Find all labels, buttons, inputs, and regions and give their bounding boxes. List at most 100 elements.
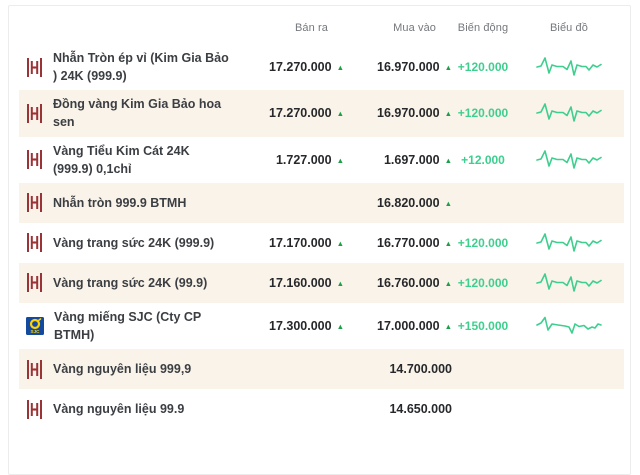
gold-price-table: Bán ra Mua vào Biến động Biểu đồ <box>8 5 631 475</box>
buy-up-icon: ▲ <box>444 63 452 73</box>
sparkline-path <box>536 232 602 252</box>
buy-value: 17.000.000 <box>377 318 440 333</box>
column-header-chart: Biểu đồ <box>549 22 588 34</box>
product-name: Vàng trang sức 24K (99.9) <box>53 275 208 290</box>
product-name: Vàng Tiểu Kim Cát 24K (999.9) 0,1chỉ <box>53 143 190 176</box>
sparkline-chart-icon <box>536 103 602 123</box>
sell-value: 17.170.000 <box>269 235 332 250</box>
buy-value: 14.700.000 <box>389 362 452 376</box>
chart-cell <box>514 54 624 80</box>
product-name: Vàng nguyên liệu 99.9 <box>53 401 185 416</box>
column-header-sell: Bán ra <box>294 22 328 34</box>
table-row[interactable]: Vàng trang sức 24K (999.9) 17.170.000 ▲ 1… <box>19 223 624 263</box>
change-value: +150.000 <box>457 318 509 333</box>
table-row[interactable]: Vàng Tiểu Kim Cát 24K (999.9) 0,1chỉ 1.7… <box>19 137 624 183</box>
sparkline-path <box>536 103 602 123</box>
sell-value: 17.160.000 <box>269 275 332 290</box>
logo-box <box>26 272 43 293</box>
buy-price-cell: 16.820.000 ▲ <box>344 196 452 210</box>
change-value: +12.000 <box>461 152 505 167</box>
buy-value: 1.697.000 <box>383 152 440 167</box>
logo-box <box>26 399 43 420</box>
sell-value: 17.300.000 <box>269 318 332 333</box>
table-row[interactable]: Nhẫn Tròn ép vỉ (Kim Gia Bảo ) 24K (999.… <box>19 44 624 90</box>
product-cell: Đồng vàng Kim Gia Bảo hoa sen <box>19 95 244 131</box>
table-row[interactable]: Nhẫn tròn 999.9 BTMH 16.820.000 ▲ <box>19 182 624 223</box>
product-cell: Nhẫn Tròn ép vỉ (Kim Gia Bảo ) 24K (999.… <box>19 49 244 85</box>
sjc-logo-icon: SJC <box>26 316 44 335</box>
sell-value: 17.270.000 <box>269 106 332 121</box>
buy-value: 16.970.000 <box>377 60 440 75</box>
column-header-change: Biến động <box>457 22 509 34</box>
btmh-logo-icon <box>27 399 42 419</box>
buy-value: 16.820.000 <box>377 195 440 210</box>
chart-cell <box>514 230 624 256</box>
btmh-logo-icon <box>27 103 42 123</box>
product-cell: Vàng Tiểu Kim Cát 24K (999.9) 0,1chỉ <box>19 142 244 178</box>
buy-price-cell: 1.697.000 ▲ <box>344 153 452 167</box>
product-name: Vàng miếng SJC (Cty CP BTMH) <box>54 309 202 342</box>
buy-up-icon: ▲ <box>444 109 452 119</box>
product-cell: Vàng nguyên liệu 999,9 <box>19 359 244 380</box>
sparkline-path <box>536 316 602 334</box>
product-name: Vàng trang sức 24K (999.9) <box>53 235 215 250</box>
logo-box <box>26 149 43 170</box>
btmh-logo-icon <box>27 359 42 379</box>
table-row[interactable]: Vàng trang sức 24K (99.9) 17.160.000 ▲ 16… <box>19 262 624 303</box>
table-row[interactable]: Đồng vàng Kim Gia Bảo hoa sen 17.270.000… <box>19 90 624 137</box>
sell-price-cell: 17.270.000 ▲ <box>244 60 344 74</box>
sparkline-chart-icon <box>536 316 602 334</box>
buy-up-icon: ▲ <box>444 198 452 208</box>
btmh-logo-icon <box>27 233 42 253</box>
buy-up-icon: ▲ <box>444 155 452 165</box>
sell-up-icon: ▲ <box>336 278 344 288</box>
buy-value: 16.770.000 <box>377 235 440 250</box>
sparkline-chart-icon <box>536 57 602 76</box>
buy-price-cell: 17.000.000 ▲ <box>344 319 452 333</box>
buy-up-icon: ▲ <box>444 278 452 288</box>
buy-price-cell: 16.970.000 ▲ <box>344 106 452 120</box>
sell-price-cell: 17.270.000 ▲ <box>244 106 344 120</box>
logo-box <box>26 103 43 124</box>
sell-up-icon: ▲ <box>336 109 344 119</box>
product-cell: Vàng trang sức 24K (99.9) <box>19 272 244 293</box>
product-name: Nhẫn tròn 999.9 BTMH <box>53 195 187 210</box>
buy-price-cell: 14.650.000 <box>344 402 452 416</box>
sell-up-icon: ▲ <box>336 63 344 73</box>
product-cell: SJC Vàng miếng SJC (Cty CP BTMH) <box>19 308 244 344</box>
logo-box <box>26 192 43 213</box>
sparkline-path <box>536 57 602 76</box>
logo-box: SJC <box>26 316 44 335</box>
chart-cell <box>514 313 624 339</box>
btmh-logo-icon <box>27 193 42 213</box>
table-row[interactable]: Vàng nguyên liệu 99.9 14.650.000 <box>19 389 624 429</box>
table-row[interactable]: Vàng nguyên liệu 999,9 14.700.000 <box>19 349 624 389</box>
chart-cell <box>514 270 624 296</box>
sparkline-chart-icon <box>536 272 602 292</box>
sparkline-chart-icon <box>536 149 602 169</box>
logo-box <box>26 232 43 253</box>
product-cell: Nhẫn tròn 999.9 BTMH <box>19 192 244 213</box>
sell-up-icon: ▲ <box>336 238 344 248</box>
btmh-logo-icon <box>27 150 42 170</box>
svg-text:SJC: SJC <box>31 329 41 334</box>
product-cell: Vàng nguyên liệu 99.9 <box>19 399 244 420</box>
logo-box <box>26 359 43 380</box>
sell-price-cell: 1.727.000 ▲ <box>244 153 344 167</box>
product-name: Vàng nguyên liệu 999,9 <box>53 361 192 376</box>
buy-up-icon: ▲ <box>444 238 452 248</box>
chart-cell <box>514 147 624 173</box>
buy-price-cell: 16.770.000 ▲ <box>344 236 452 250</box>
sell-price-cell: 17.300.000 ▲ <box>244 319 344 333</box>
change-value: +120.000 <box>457 60 509 75</box>
buy-price-cell: 14.700.000 <box>344 362 452 376</box>
product-name: Đồng vàng Kim Gia Bảo hoa sen <box>53 97 222 130</box>
logo-box <box>26 57 43 78</box>
chart-cell <box>514 100 624 126</box>
change-value: +120.000 <box>457 275 509 290</box>
sparkline-chart-icon <box>536 232 602 252</box>
sell-value: 1.727.000 <box>275 152 332 167</box>
table-row[interactable]: SJC Vàng miếng SJC (Cty CP BTMH) 17.300.… <box>19 303 624 349</box>
sell-price-cell: 17.160.000 ▲ <box>244 276 344 290</box>
buy-price-cell: 16.970.000 ▲ <box>344 60 452 74</box>
